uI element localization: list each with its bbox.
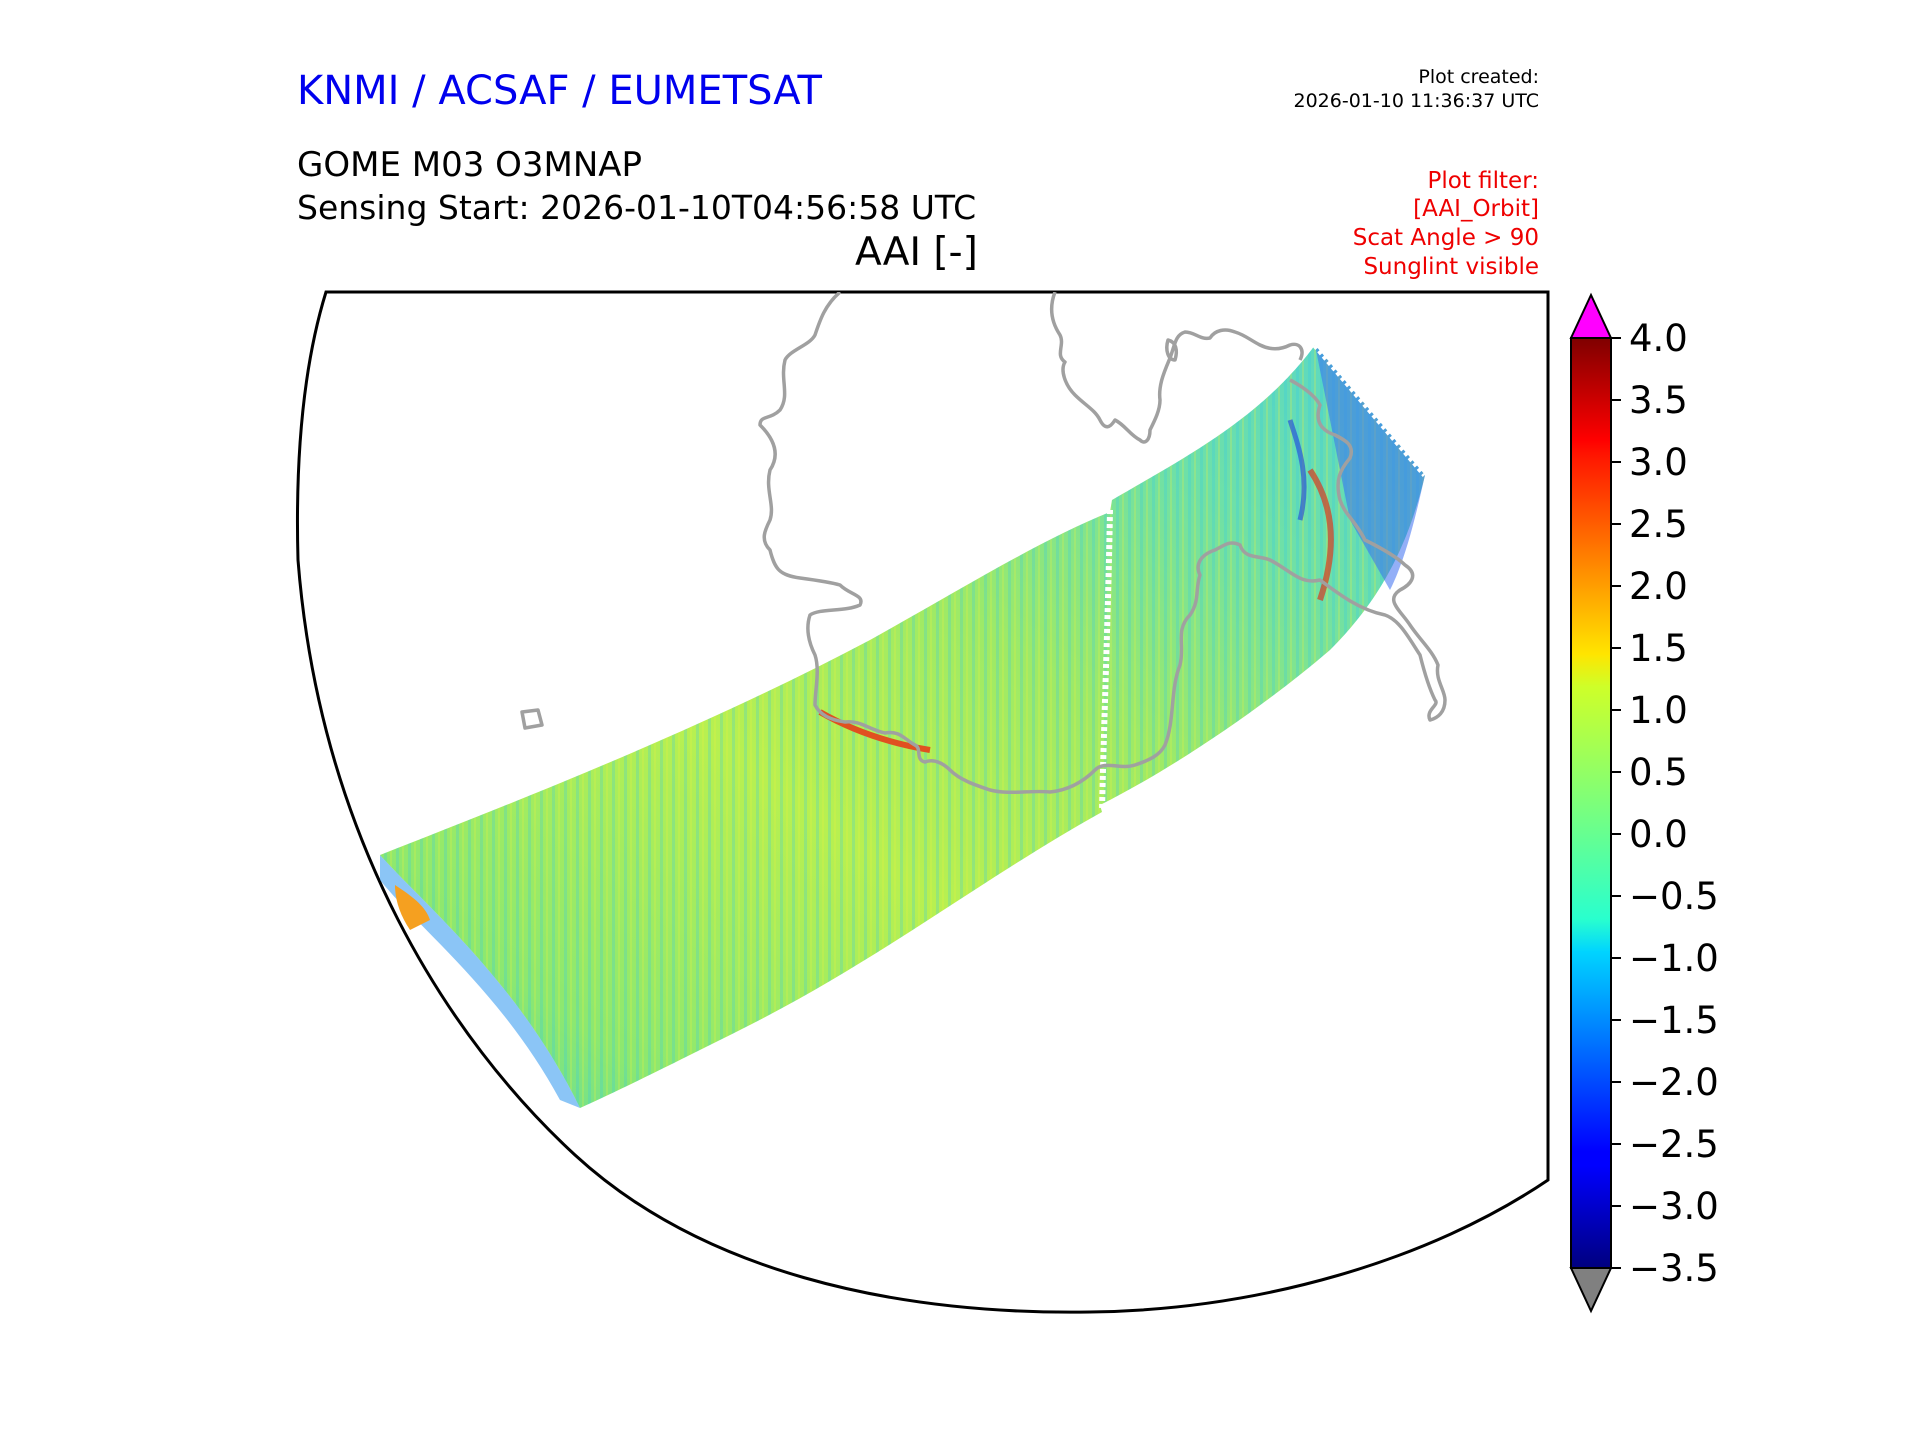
plot-filter-line: Plot filter: [1427,168,1539,194]
colorbar-tick-label: 1.5 [1629,627,1688,670]
colorbar-tick-label: −2.0 [1629,1061,1719,1104]
colorbar-tick-label: 0.0 [1629,813,1688,856]
colorbar-tick-label: −3.0 [1629,1185,1719,1228]
colorbar-tick-label: 1.0 [1629,689,1688,732]
colorbar-tick-label: 4.0 [1629,317,1688,360]
colorbar-tick-label: 2.0 [1629,565,1688,608]
sensing-start: Sensing Start: 2026-01-10T04:56:58 UTC [297,188,977,227]
colorbar-gradient [1570,337,1612,1269]
coastline [520,292,1447,795]
plot-filter-line: Sunglint visible [1363,254,1539,280]
product-title: GOME M03 O3MNAP [297,145,643,185]
colorbar-tick-label: 3.5 [1629,379,1688,422]
colorbar-tick-label: −2.5 [1629,1123,1719,1166]
colorbar-tick-label: 0.5 [1629,751,1688,794]
colorbar-tick-label: 2.5 [1629,503,1688,546]
colorbar-tick-label: −3.5 [1629,1247,1719,1290]
plot-created-label: Plot created: [1418,66,1539,88]
plot-filter-line: Scat Angle > 90 [1352,225,1539,251]
variable-label: AAI [-] [855,230,978,275]
colorbar-tick-label: −1.5 [1629,999,1719,1042]
plot-filter-line: [AAI_Orbit] [1413,196,1539,222]
colorbar-tick-label: −0.5 [1629,875,1719,918]
plot-created-time: 2026-01-10 11:36:37 UTC [1293,90,1540,112]
colorbar-over-arrow [1569,292,1613,339]
colorbar-tick-label: 3.0 [1629,441,1688,484]
agency-title: KNMI / ACSAF / EUMETSAT [297,68,822,114]
colorbar-tick-label: −1.0 [1629,937,1719,980]
colorbar-under-arrow [1569,1267,1613,1314]
